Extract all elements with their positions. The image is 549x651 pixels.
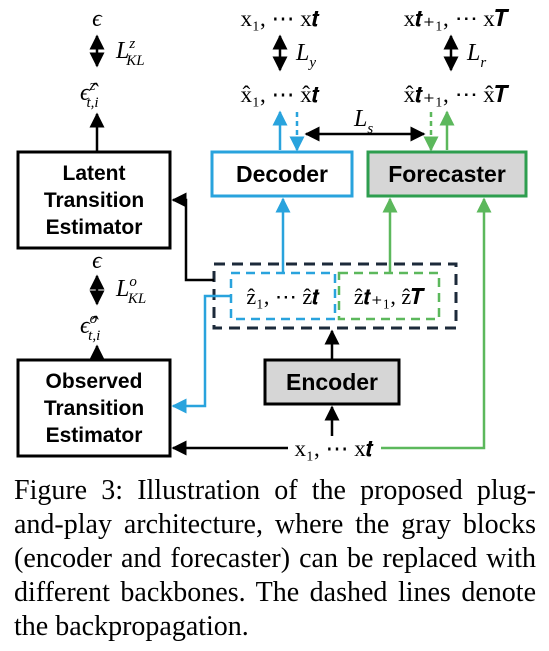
x-observed-label: x₁, ⋯ x𝒕 bbox=[240, 6, 319, 31]
observed-block-line2: Transition bbox=[44, 397, 144, 420]
z-future-label: ẑ𝒕₊₁, ẑ𝑻 bbox=[354, 284, 425, 309]
loss-y-label: Ly bbox=[295, 40, 316, 71]
encoder-label: Encoder bbox=[286, 369, 378, 395]
epsilon-hat-z-label: ϵ̂z t,i bbox=[80, 78, 99, 111]
x-input-label: x₁, ⋯ x𝒕 bbox=[294, 436, 373, 461]
loss-s-label: Ls bbox=[353, 106, 373, 137]
latent-block-line3: Estimator bbox=[46, 216, 143, 239]
architecture-diagram: ϵ Lz KL ϵ̂z t,i Latent Transition Estimato… bbox=[16, 6, 528, 461]
forecaster-block bbox=[366, 150, 528, 198]
decoder-label: Decoder bbox=[236, 161, 328, 187]
epsilon-mid-label: ϵ bbox=[92, 248, 103, 274]
epsilon-hat-o-label: ϵ̂o t,i bbox=[80, 311, 100, 344]
loss-r-label: Lr bbox=[466, 40, 486, 71]
latent-block-line2: Transition bbox=[44, 189, 144, 212]
figure-caption: Figure 3: Illustration of the proposed p… bbox=[14, 475, 536, 642]
observed-block-line1: Observed bbox=[46, 370, 143, 393]
decoder-block bbox=[210, 150, 354, 198]
latent-to-latent-estimator-arrow bbox=[171, 192, 214, 282]
forecaster-label: Forecaster bbox=[388, 161, 506, 187]
observed-block-line3: Estimator bbox=[46, 424, 143, 447]
x-future-label: x𝒕₊₁, ⋯ x𝑻 bbox=[404, 6, 510, 31]
loss-kl-z-label: Lz KL bbox=[115, 36, 145, 69]
observed-transition-estimator-block bbox=[16, 358, 172, 458]
z-observed-label: ẑ₁, ⋯ ẑ𝒕 bbox=[246, 284, 320, 309]
input-to-forecaster-arrow bbox=[381, 197, 492, 450]
epsilon-top-label: ϵ bbox=[92, 6, 103, 32]
latent-block-line1: Latent bbox=[63, 162, 126, 185]
z-to-observed-estimator-arrow bbox=[171, 294, 231, 414]
loss-kl-o-label: Lo KL bbox=[115, 274, 146, 307]
xhat-observed-label: x̂₁, ⋯ x̂𝒕 bbox=[240, 82, 319, 107]
latent-transition-estimator-block bbox=[16, 150, 172, 250]
xhat-future-label: x̂𝒕₊₁, ⋯ x̂𝑻 bbox=[404, 82, 510, 107]
